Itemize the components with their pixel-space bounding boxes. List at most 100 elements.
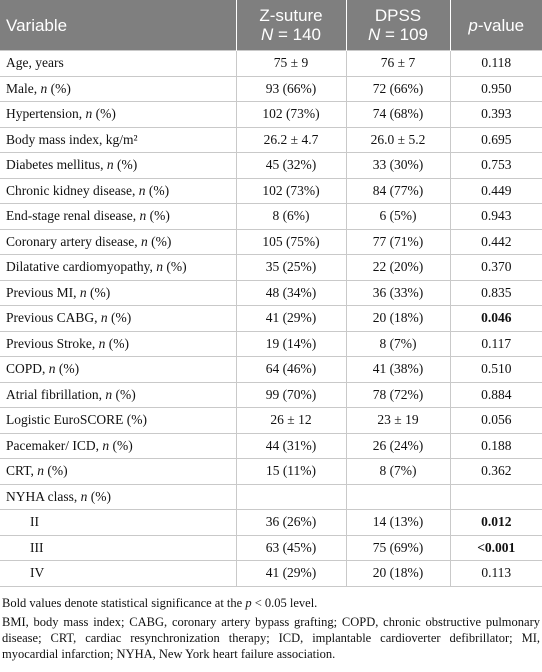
table-row: Age, years 75 ± 9 76 ± 7 0.118	[0, 50, 542, 77]
p-value-cell: 0.835	[449, 279, 542, 306]
value-cell: 72 (66%)	[345, 75, 451, 102]
footnote: Bold values denote statistical significa…	[2, 595, 318, 610]
header-cell: Variable	[0, 0, 236, 51]
header-text: p-value	[468, 15, 525, 35]
table-header: Variable Z-suture N = 140 DPSS N = 109 p-v…	[0, 0, 542, 51]
row-label: Dilatative cardiomyopathy, n (%)	[0, 254, 237, 281]
value-cell: 41 (38%)	[345, 356, 451, 383]
value-cell: 99 (70%)	[235, 381, 347, 408]
table-row: End-stage renal disease, n (%) 8 (6%) 6 (5…	[0, 203, 542, 230]
table-row: CRT, n (%) 15 (11%) 8 (7%) 0.362	[0, 458, 542, 485]
table-row: Male, n (%) 93 (66%) 72 (66%) 0.950	[0, 75, 542, 102]
row-label: Previous Stroke, n (%)	[0, 330, 237, 357]
value-cell: 6 (5%)	[345, 203, 451, 230]
footnote: BMI, body mass index; CABG, coronary art…	[2, 614, 540, 661]
row-label: COPD, n (%)	[0, 356, 237, 383]
row-label: Logistic EuroSCORE (%)	[0, 407, 237, 434]
row-label: Male, n (%)	[0, 75, 237, 102]
p-value-cell: 0.188	[449, 432, 542, 459]
row-label: End-stage renal disease, n (%)	[0, 203, 237, 230]
p-value-cell: 0.510	[449, 356, 542, 383]
value-cell: 64 (46%)	[235, 356, 347, 383]
value-cell: 22 (20%)	[345, 254, 451, 281]
value-cell: 63 (45%)	[235, 534, 347, 561]
row-label: Age, years	[0, 50, 237, 77]
table-row: Diabetes mellitus, n (%) 45 (32%) 33 (30%)…	[0, 152, 542, 179]
value-cell: 36 (26%)	[235, 509, 347, 536]
p-value-cell: <0.001	[449, 534, 542, 561]
table-row: Previous Stroke, n (%) 19 (14%) 8 (7%) 0.11…	[0, 330, 542, 357]
p-value-cell: 0.012	[449, 509, 542, 536]
value-cell: 14 (13%)	[345, 509, 451, 536]
header-cell: Z-suture N = 140	[235, 0, 346, 51]
table-row: Atrial fibrillation, n (%) 99 (70%) 78 (72…	[0, 381, 542, 408]
value-cell: 78 (72%)	[345, 381, 451, 408]
row-label: Diabetes mellitus, n (%)	[0, 152, 237, 179]
value-cell: 76 ± 7	[345, 50, 451, 77]
table-row: COPD, n (%) 64 (46%) 41 (38%) 0.510	[0, 356, 542, 383]
table-row: Pacemaker/ ICD, n (%) 44 (31%) 26 (24%) 0.1…	[0, 432, 542, 459]
table-row: Logistic EuroSCORE (%) 26 ± 12 23 ± 19 0.05…	[0, 407, 542, 434]
p-value-cell: 0.442	[449, 228, 542, 255]
p-value-cell: 0.117	[449, 330, 542, 357]
table-row: Previous MI, n (%) 48 (34%) 36 (33%) 0.835	[0, 279, 542, 306]
value-cell: 19 (14%)	[235, 330, 347, 357]
value-cell: 45 (32%)	[235, 152, 347, 179]
p-value-cell: 0.056	[449, 407, 542, 434]
p-value-cell: 0.449	[449, 177, 542, 204]
header-cell: DPSS N = 109	[345, 0, 450, 51]
value-cell: 102 (73%)	[235, 101, 347, 128]
value-cell: 75 ± 9	[235, 50, 347, 77]
row-label: IV	[0, 560, 237, 587]
value-cell: 105 (75%)	[235, 228, 347, 255]
value-cell: 20 (18%)	[345, 305, 451, 332]
table-row: Previous CABG, n (%) 41 (29%) 20 (18%) 0.04…	[0, 305, 542, 332]
data-table: Variable Z-suture N = 140 DPSS N = 109 p-v…	[0, 0, 542, 587]
value-cell: 36 (33%)	[345, 279, 451, 306]
table-row: Hypertension, n (%) 102 (73%) 74 (68%) 0.39…	[0, 101, 542, 128]
value-cell: 8 (6%)	[235, 203, 347, 230]
value-cell: 48 (34%)	[235, 279, 347, 306]
empty-cell	[449, 483, 542, 510]
p-value-cell: 0.950	[449, 75, 542, 102]
row-label: Body mass index, kg/m²	[0, 126, 237, 153]
row-label: II	[0, 509, 237, 536]
value-cell: 8 (7%)	[345, 458, 451, 485]
value-cell: 23 ± 19	[345, 407, 451, 434]
footnotes: Bold values denote statistical significa…	[0, 587, 542, 662]
row-label: Chronic kidney disease, n (%)	[0, 177, 237, 204]
value-cell: 26 (24%)	[345, 432, 451, 459]
empty-cell	[235, 483, 347, 510]
p-value-cell: 0.362	[449, 458, 542, 485]
value-cell: 33 (30%)	[345, 152, 451, 179]
value-cell: 84 (77%)	[345, 177, 451, 204]
table-row: NYHA class, n (%)	[0, 483, 542, 510]
p-value-cell: 0.943	[449, 203, 542, 230]
value-cell: 26 ± 12	[235, 407, 347, 434]
value-cell: 8 (7%)	[345, 330, 451, 357]
value-cell: 41 (29%)	[235, 560, 347, 587]
row-label: Previous MI, n (%)	[0, 279, 237, 306]
header-text: N = 109	[367, 25, 429, 44]
row-label: Previous CABG, n (%)	[0, 305, 237, 332]
value-cell: 93 (66%)	[235, 75, 347, 102]
p-value-cell: 0.884	[449, 381, 542, 408]
row-label: Coronary artery disease, n (%)	[0, 228, 237, 255]
row-label: Hypertension, n (%)	[0, 101, 237, 128]
value-cell: 20 (18%)	[345, 560, 451, 587]
value-cell: 44 (31%)	[235, 432, 347, 459]
p-value-cell: 0.753	[449, 152, 542, 179]
row-label: III	[0, 534, 237, 561]
table-row: II 36 (26%) 14 (13%) 0.012	[0, 509, 542, 536]
p-value-cell: 0.370	[449, 254, 542, 281]
p-value-cell: 0.046	[449, 305, 542, 332]
row-label: Pacemaker/ ICD, n (%)	[0, 432, 237, 459]
row-label: CRT, n (%)	[0, 458, 237, 485]
value-cell: 26.2 ± 4.7	[235, 126, 347, 153]
header-text: DPSS	[374, 6, 422, 25]
header-cell: p-value	[449, 0, 542, 51]
table-row: Coronary artery disease, n (%) 105 (75%) 7…	[0, 228, 542, 255]
table-row: III 63 (45%) 75 (69%) <0.001	[0, 534, 542, 561]
row-label: NYHA class, n (%)	[0, 483, 237, 510]
